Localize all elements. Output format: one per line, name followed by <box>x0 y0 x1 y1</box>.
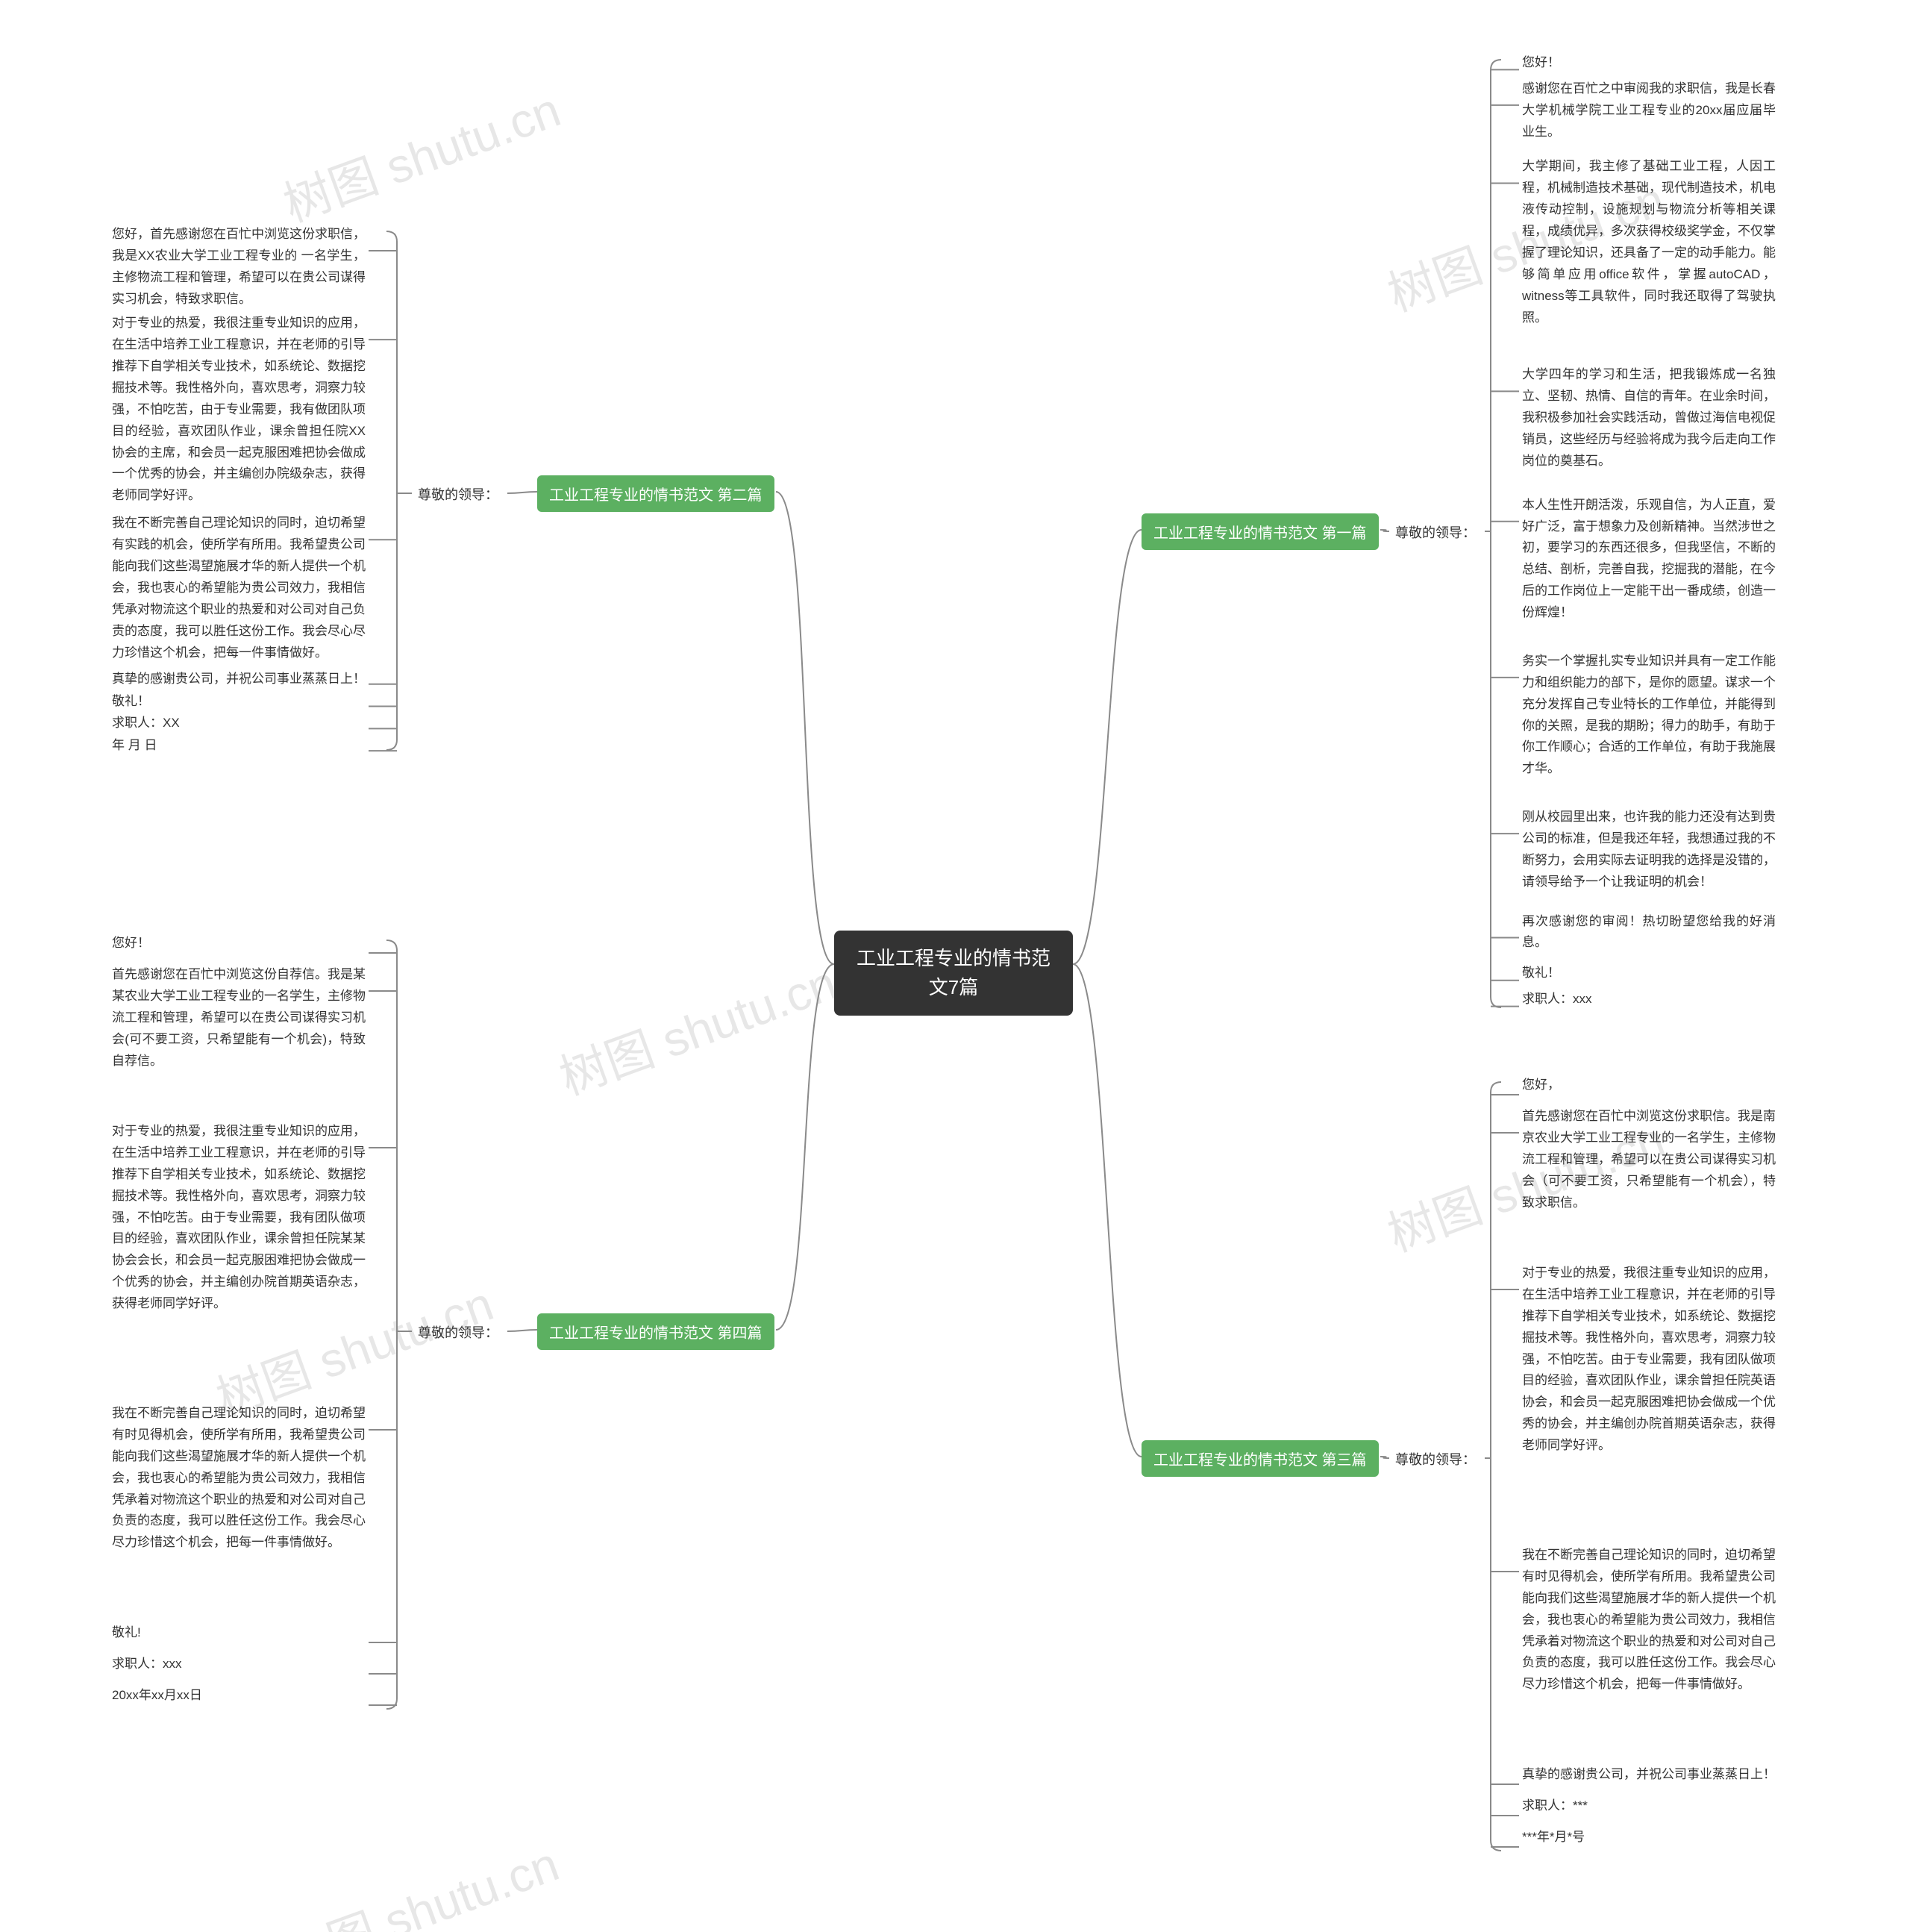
leaf-text: 本人生性开朗活泼，乐观自信，为人正直，爱好广泛，富于想象力及创新精神。当然涉世之… <box>1522 495 1776 624</box>
branch-label: 工业工程专业的情书范文 第一篇 <box>1153 525 1367 542</box>
leaf-text: 对于专业的热爱，我很注重专业知识的应用，在生活中培养工业工程意识，并在老师的引导… <box>112 313 366 507</box>
leaf-text: 您好，首先感谢您在百忙中浏览这份求职信，我是XX农业大学工业工程专业的 一名学生… <box>112 224 366 310</box>
watermark: 树图 shutu.cn <box>549 945 845 1108</box>
sub-label-text: 尊敬的领导： <box>418 487 498 502</box>
leaf-paragraph: 真挚的感谢贵公司，并祝公司事业蒸蒸日上！ <box>112 672 366 686</box>
watermark: 图 shutu.cn <box>316 1826 567 1932</box>
leaf-text: 真挚的感谢贵公司，并祝公司事业蒸蒸日上！ <box>112 669 366 690</box>
branch-label: 工业工程专业的情书范文 第四篇 <box>549 1325 763 1342</box>
sub-label: 尊敬的领导： <box>1395 1449 1476 1469</box>
branch-label: 工业工程专业的情书范文 第二篇 <box>549 487 763 504</box>
leaf-paragraph: 敬礼! <box>112 1625 141 1639</box>
leaf-paragraph: 再次感谢您的审阅！热切盼望您给我的好消息。 <box>1522 914 1776 950</box>
leaf-paragraph: 求职人：xxx <box>1522 992 1592 1006</box>
leaf-text: 真挚的感谢贵公司，并祝公司事业蒸蒸日上！ <box>1522 1764 1776 1786</box>
leaf-text: 敬礼！ <box>1522 963 1776 984</box>
center-node: 工业工程专业的情书范文7篇 <box>834 931 1073 1016</box>
leaf-text: 对于专业的热爱，我很注重专业知识的应用，在生活中培养工业工程意识，并在老师的引导… <box>1522 1263 1776 1457</box>
leaf-paragraph: 我在不断完善自己理论知识的同时，迫切希望有时见得机会，使所学有所用，我希望贵公司… <box>112 1406 366 1549</box>
leaf-text: 20xx年xx月xx日 <box>112 1685 366 1707</box>
leaf-paragraph: 您好， <box>1522 1078 1560 1092</box>
leaf-text: 年 月 日 <box>112 735 366 757</box>
leaf-paragraph: 感谢您在百忙之中审阅我的求职信，我是长春大学机械学院工业工程专业的20xx届应届… <box>1522 81 1776 139</box>
sub-label: 尊敬的领导： <box>418 1322 498 1342</box>
branch-label: 工业工程专业的情书范文 第三篇 <box>1153 1452 1367 1469</box>
leaf-paragraph: 求职人：xxx <box>112 1657 182 1671</box>
leaf-text: 求职人：xxx <box>112 1654 366 1675</box>
leaf-text: 首先感谢您在百忙中浏览这份自荐信。我是某某农业大学工业工程专业的一名学生，主修物… <box>112 964 366 1072</box>
watermark: 树图 shutu.cn <box>273 72 569 235</box>
leaf-paragraph: 您好！ <box>112 936 150 950</box>
leaf-text: 您好！ <box>1522 52 1776 74</box>
branch-node: 工业工程专业的情书范文 第三篇 <box>1142 1440 1379 1477</box>
leaf-paragraph: 求职人：*** <box>1522 1798 1588 1813</box>
leaf-text: 我在不断完善自己理论知识的同时，迫切希望有实践的机会，使所学有所用。我希望贵公司… <box>112 513 366 663</box>
leaf-paragraph: 年 月 日 <box>112 738 157 752</box>
leaf-text: 敬礼！ <box>112 691 366 713</box>
leaf-text: 我在不断完善自己理论知识的同时，迫切希望有时见得机会，使所学有所用。我希望贵公司… <box>1522 1545 1776 1695</box>
branch-node: 工业工程专业的情书范文 第二篇 <box>537 475 774 512</box>
sub-label: 尊敬的领导： <box>1395 522 1476 542</box>
leaf-paragraph: 我在不断完善自己理论知识的同时，迫切希望有实践的机会，使所学有所用。我希望贵公司… <box>112 516 366 659</box>
leaf-paragraph: 求职人：XX <box>112 716 180 730</box>
leaf-paragraph: 对于专业的热爱，我很注重专业知识的应用，在生活中培养工业工程意识，并在老师的引导… <box>112 1124 366 1310</box>
leaf-paragraph: 对于专业的热爱，我很注重专业知识的应用，在生活中培养工业工程意识，并在老师的引导… <box>1522 1266 1776 1452</box>
leaf-paragraph: 首先感谢您在百忙中浏览这份求职信。我是南京农业大学工业工程专业的一名学生，主修物… <box>1522 1109 1776 1210</box>
leaf-paragraph: 大学期间，我主修了基础工业工程，人因工程，机械制造技术基础，现代制造技术，机电液… <box>1522 159 1776 324</box>
sub-label-text: 尊敬的领导： <box>1395 1452 1476 1467</box>
leaf-text: 对于专业的热爱，我很注重专业知识的应用，在生活中培养工业工程意识，并在老师的引导… <box>112 1121 366 1315</box>
sub-label-text: 尊敬的领导： <box>418 1325 498 1340</box>
leaf-text: 刚从校园里出来，也许我的能力还没有达到贵公司的标准，但是我还年轻，我想通过我的不… <box>1522 807 1776 893</box>
leaf-text: 大学期间，我主修了基础工业工程，人因工程，机械制造技术基础，现代制造技术，机电液… <box>1522 156 1776 328</box>
leaf-paragraph: 真挚的感谢贵公司，并祝公司事业蒸蒸日上！ <box>1522 1767 1776 1781</box>
branch-node: 工业工程专业的情书范文 第一篇 <box>1142 513 1379 550</box>
leaf-text: 敬礼! <box>112 1622 366 1644</box>
leaf-paragraph: ***年*月*号 <box>1522 1830 1585 1844</box>
leaf-paragraph: 敬礼！ <box>1522 966 1560 980</box>
leaf-text: 求职人：*** <box>1522 1795 1776 1817</box>
leaf-text: ***年*月*号 <box>1522 1827 1776 1848</box>
leaf-text: 我在不断完善自己理论知识的同时，迫切希望有时见得机会，使所学有所用，我希望贵公司… <box>112 1403 366 1554</box>
leaf-paragraph: 大学四年的学习和生活，把我锻炼成一名独立、坚韧、热情、自信的青年。在业余时间，我… <box>1522 367 1776 468</box>
leaf-paragraph: 对于专业的热爱，我很注重专业知识的应用，在生活中培养工业工程意识，并在老师的引导… <box>112 316 366 502</box>
leaf-paragraph: 刚从校园里出来，也许我的能力还没有达到贵公司的标准，但是我还年轻，我想通过我的不… <box>1522 810 1776 889</box>
center-title: 工业工程专业的情书范文7篇 <box>857 947 1050 998</box>
sub-label-text: 尊敬的领导： <box>1395 525 1476 540</box>
leaf-paragraph: 您好，首先感谢您在百忙中浏览这份求职信，我是XX农业大学工业工程专业的 一名学生… <box>112 227 366 306</box>
leaf-paragraph: 敬礼！ <box>112 694 150 708</box>
leaf-text: 大学四年的学习和生活，把我锻炼成一名独立、坚韧、热情、自信的青年。在业余时间，我… <box>1522 364 1776 472</box>
leaf-text: 您好， <box>1522 1075 1776 1096</box>
leaf-text: 再次感谢您的审阅！热切盼望您给我的好消息。 <box>1522 911 1776 954</box>
leaf-text: 求职人：XX <box>112 713 366 734</box>
leaf-paragraph: 您好！ <box>1522 55 1560 69</box>
leaf-paragraph: 务实一个掌握扎实专业知识并具有一定工作能力和组织能力的部下，是你的愿望。谋求一个… <box>1522 654 1776 775</box>
sub-label: 尊敬的领导： <box>418 484 498 504</box>
leaf-text: 首先感谢您在百忙中浏览这份求职信。我是南京农业大学工业工程专业的一名学生，主修物… <box>1522 1106 1776 1213</box>
leaf-paragraph: 20xx年xx月xx日 <box>112 1688 202 1702</box>
leaf-text: 求职人：xxx <box>1522 989 1776 1010</box>
leaf-paragraph: 我在不断完善自己理论知识的同时，迫切希望有时见得机会，使所学有所用。我希望贵公司… <box>1522 1548 1776 1691</box>
leaf-text: 感谢您在百忙之中审阅我的求职信，我是长春大学机械学院工业工程专业的20xx届应届… <box>1522 78 1776 143</box>
branch-node: 工业工程专业的情书范文 第四篇 <box>537 1313 774 1350</box>
leaf-text: 务实一个掌握扎实专业知识并具有一定工作能力和组织能力的部下，是你的愿望。谋求一个… <box>1522 651 1776 780</box>
leaf-paragraph: 首先感谢您在百忙中浏览这份自荐信。我是某某农业大学工业工程专业的一名学生，主修物… <box>112 967 366 1068</box>
leaf-paragraph: 本人生性开朗活泼，乐观自信，为人正直，爱好广泛，富于想象力及创新精神。当然涉世之… <box>1522 498 1776 619</box>
leaf-text: 您好！ <box>112 933 366 954</box>
